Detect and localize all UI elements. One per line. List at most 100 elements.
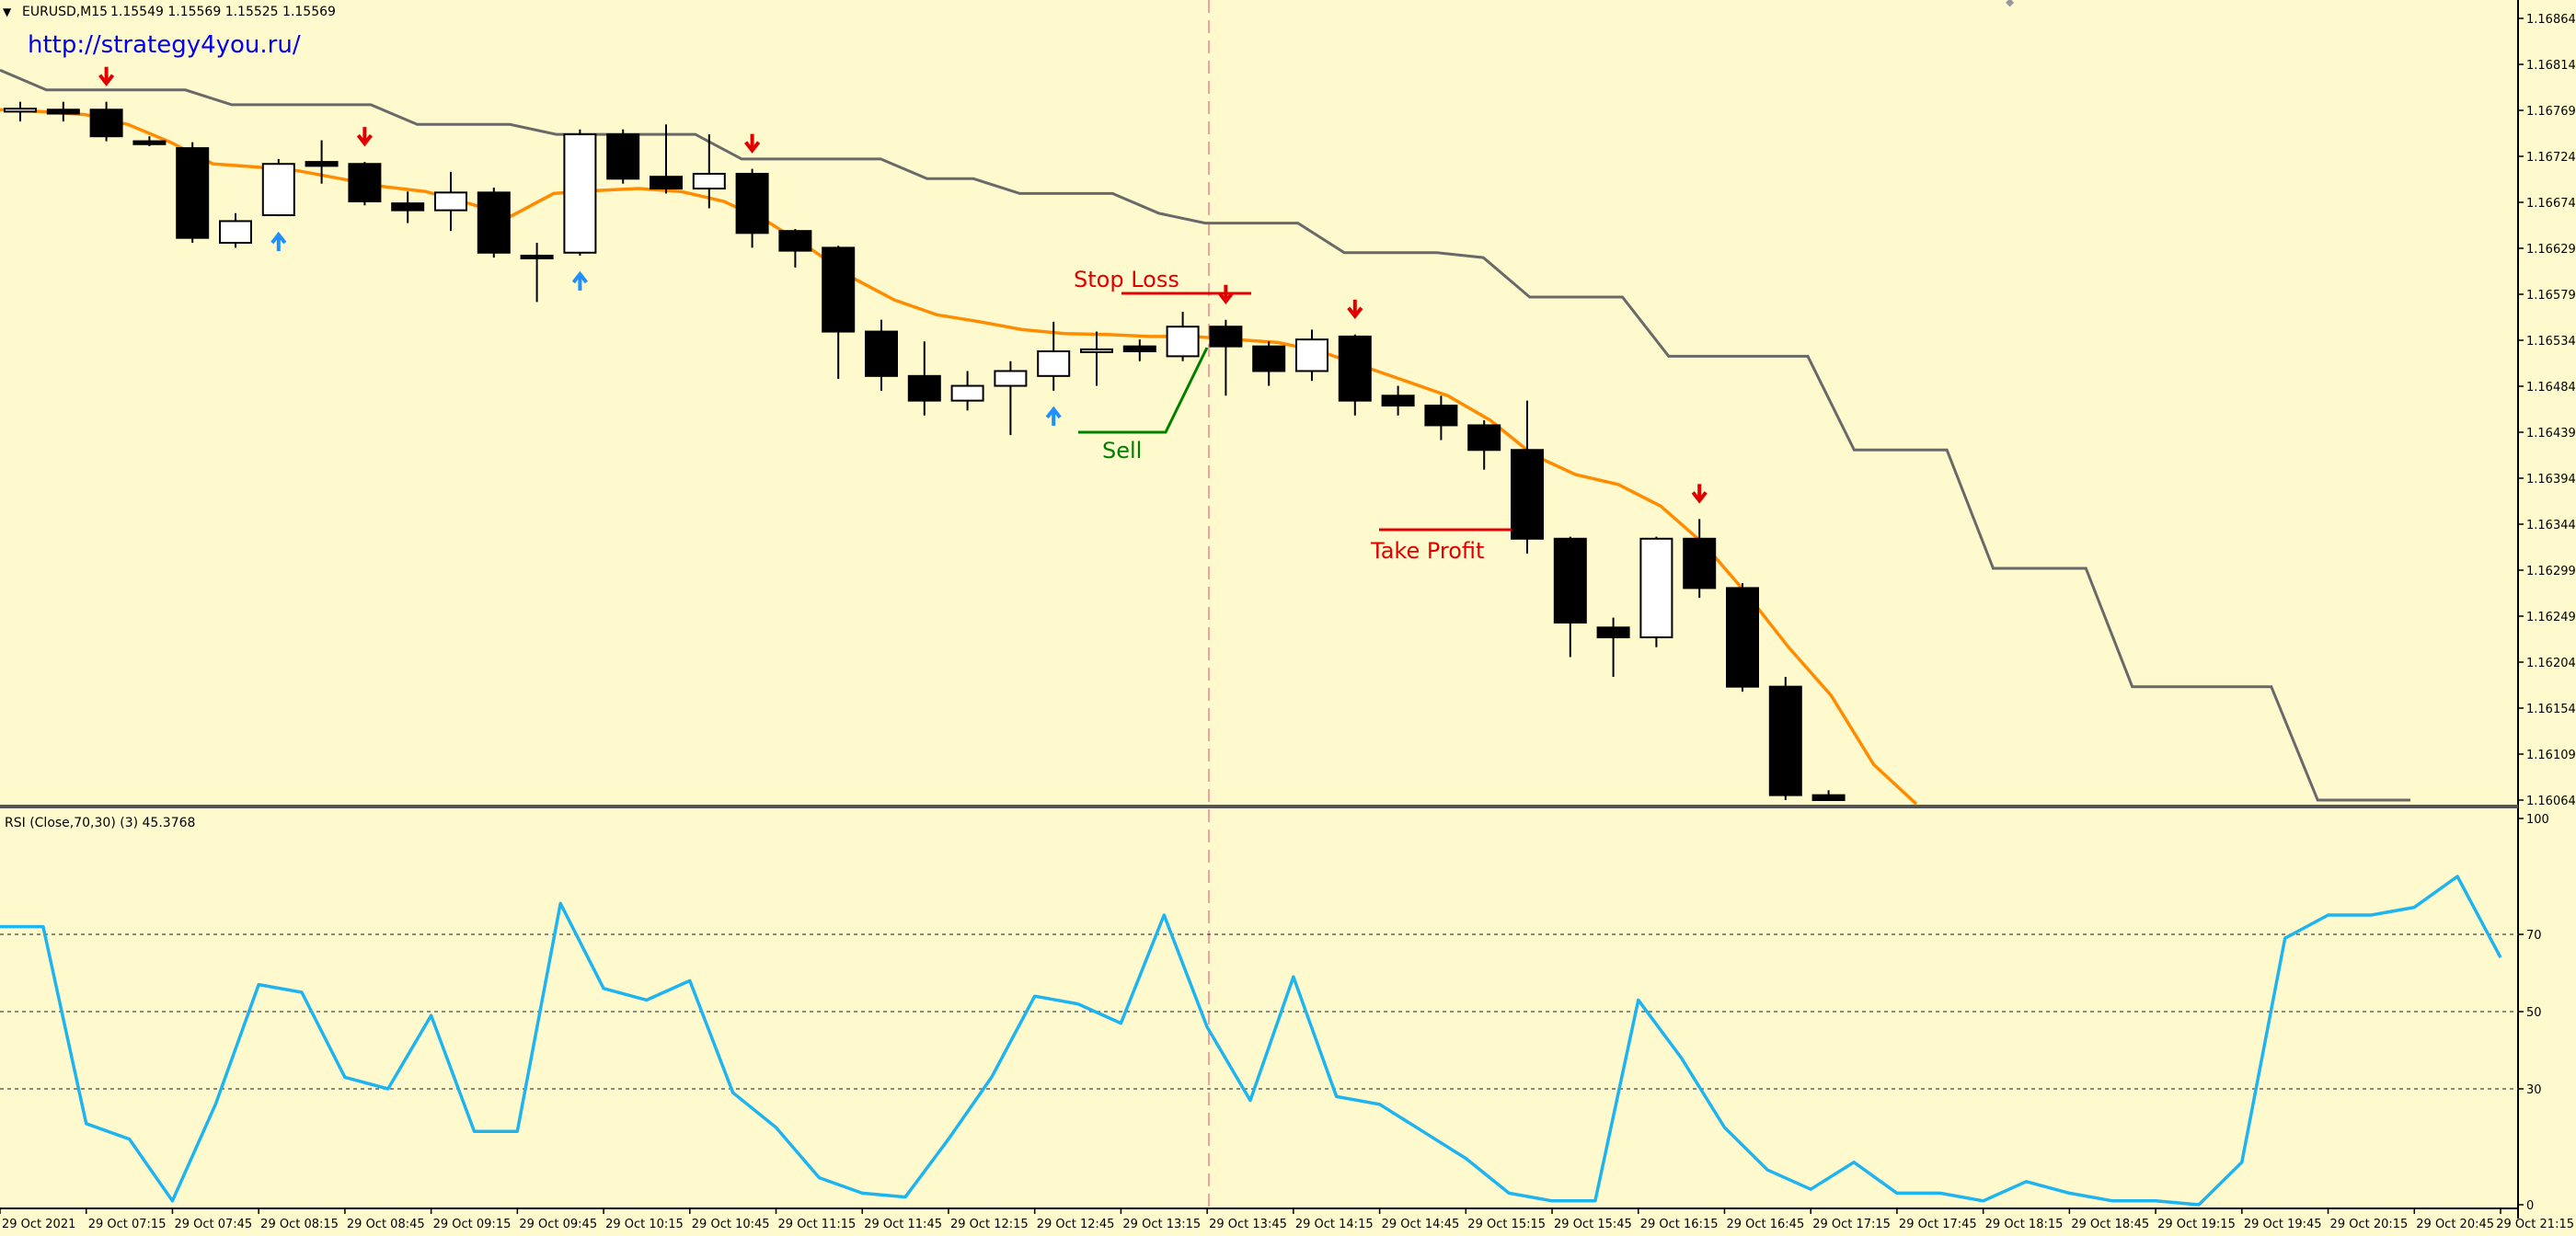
candle [132,136,167,146]
price-tick-label: 1.16249 [2526,611,2576,624]
price-tick-label: 1.16534 [2526,335,2576,349]
candle [692,134,726,209]
candle [822,246,856,380]
candle-body-bear [305,161,339,167]
buy-arrow-icon [1045,406,1062,426]
candle-body-bear [1209,326,1243,348]
candle [1338,334,1372,416]
candle-body-bear [46,109,80,115]
candle [606,129,640,184]
candle [865,319,898,391]
price-tick-label: 1.16299 [2526,565,2576,578]
time-tick-label: 29 Oct 19:45 [2244,1218,2322,1231]
candle-body-bear [1726,587,1759,688]
candle-body-bear [1338,335,1372,402]
time-tick-label: 29 Oct 08:45 [347,1218,425,1231]
candle-body-bear [1467,424,1501,452]
time-tick-label: 29 Oct 20:15 [2330,1218,2409,1231]
candle [1683,519,1717,599]
candle-body-bull [950,384,984,402]
candle [305,140,339,184]
candle [391,191,425,223]
channel-line-layer [0,68,2410,802]
buy-arrow-icon [571,270,588,291]
candle [1295,329,1328,382]
candle [907,341,941,416]
ohlc-label: 1.15549 1.15569 1.15525 1.15569 [110,5,336,19]
time-tick-label: 29 Oct 07:15 [88,1218,167,1231]
candle-body-bear [822,246,856,333]
price-tick-label: 1.16864 [2526,13,2576,27]
candle-body-bear [650,176,683,190]
candle-body-bull [1639,537,1673,639]
rsi-line [0,875,2502,1207]
symbol-label: EURUSD,M15 [22,5,108,19]
time-tick-label: 29 Oct 12:15 [950,1218,1029,1231]
candle-body-bear [89,109,123,138]
candle [1726,583,1759,692]
candle [1768,676,1802,800]
time-tick-label: 29 Oct 11:45 [864,1218,942,1231]
candle-body-bull [4,108,37,113]
candle-body-bear [1511,449,1544,540]
candle [1166,312,1200,361]
time-tick-label: 29 Oct 09:45 [519,1218,597,1231]
candle [994,360,1028,436]
time-tick-label: 29 Oct 09:15 [433,1218,512,1231]
candle [261,158,295,217]
candle [1381,385,1415,416]
candle-body-bull [1037,350,1071,377]
time-tick-label: 29 Oct 14:15 [1295,1218,1374,1231]
strategy-url-link[interactable]: http://strategy4you.ru/ [28,31,301,59]
sell-arrow-icon [744,133,761,154]
time-axis: 29 Oct 2021 29 Oct 07:15 29 Oct 07:45 29 Oc… [0,1208,2574,1231]
sell-arrow-icon [356,127,373,147]
price-tick-label: 1.16579 [2526,289,2576,303]
candle-body-bear [132,140,167,145]
candle-body-bear [735,172,769,235]
candle [735,168,769,248]
candle-body-bear [1381,395,1415,406]
candle [4,101,37,122]
time-tick-label: 29 Oct 18:15 [1985,1218,2064,1231]
menu-triangle-icon[interactable]: ▼ [3,6,12,18]
candle-body-bull [434,191,467,212]
candle-body-bear [520,254,554,259]
price-tick-label: 1.16064 [2526,795,2576,808]
candle [89,101,123,142]
candle-body-bear [1553,537,1587,624]
candle [1252,341,1286,386]
sell-arrow-icon [1347,299,1363,320]
price-tick-label: 1.16109 [2526,749,2576,762]
candle-body-bear [1252,345,1286,372]
sell-arrow-icon [98,66,115,86]
moving-average-layer [0,108,1918,806]
rsi-tick-label: 100 [2526,813,2549,827]
candle [1511,400,1544,554]
rsi-axis: 100 70 50 30 0 [2518,813,2549,1213]
time-tick-label: 29 Oct 2021 [2,1218,75,1231]
price-tick-label: 1.16814 [2526,59,2576,73]
candle-body-bull [1295,338,1328,372]
rsi-tick-label: 30 [2526,1083,2542,1097]
candle-body-bull [692,172,726,190]
time-tick-label: 29 Oct 19:15 [2157,1218,2236,1231]
price-axis: 1.16864 1.16814 1.16769 1.16724 1.16674 1.166… [2518,13,2576,808]
rsi-tick-label: 70 [2526,929,2542,943]
candle [1209,319,1243,396]
buy-arrow-icon [270,231,287,252]
price-tick-label: 1.16674 [2526,197,2576,211]
candle-body-bull [219,220,252,245]
candle-body-bear [778,230,812,252]
candle-body-bear [865,330,898,377]
time-tick-label: 29 Oct 18:45 [2071,1218,2149,1231]
channel-line [0,68,2410,802]
candle [563,129,597,256]
candle-body-bear [176,147,210,239]
price-tick-label: 1.16769 [2526,105,2576,119]
rsi-tick-label: 0 [2526,1199,2534,1213]
candle [1122,339,1156,361]
time-tick-label: 29 Oct 16:45 [1726,1218,1804,1231]
